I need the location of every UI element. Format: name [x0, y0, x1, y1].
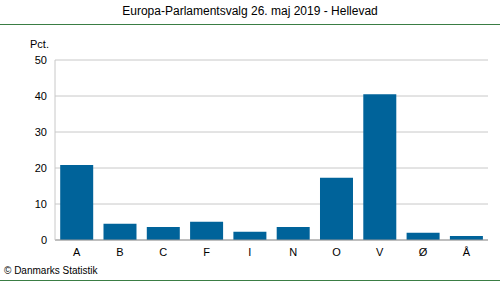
svg-text:N: N — [289, 246, 297, 258]
svg-text:V: V — [376, 246, 384, 258]
svg-text:Å: Å — [463, 246, 471, 258]
svg-text:C: C — [159, 246, 167, 258]
svg-text:40: 40 — [35, 90, 47, 102]
svg-text:A: A — [73, 246, 81, 258]
svg-text:20: 20 — [35, 162, 47, 174]
html-text:Europa-Parlamentsvalg 26. maj: Europa-Parlamentsvalg 26. maj 2019 - Hel… — [122, 4, 378, 18]
svg-text:10: 10 — [35, 198, 47, 210]
html-text:Pct.: Pct. — [30, 38, 49, 50]
svg-text:30: 30 — [35, 126, 47, 138]
svg-text:0: 0 — [41, 234, 47, 246]
svg-text:B: B — [116, 246, 123, 258]
svg-text:I: I — [248, 246, 251, 258]
svg-text:O: O — [332, 246, 341, 258]
svg-text:F: F — [203, 246, 210, 258]
html-text:© Danmarks Statistik: © Danmarks Statistik — [4, 265, 98, 276]
svg-text:50: 50 — [35, 54, 47, 66]
svg-text:Ø: Ø — [419, 246, 428, 258]
